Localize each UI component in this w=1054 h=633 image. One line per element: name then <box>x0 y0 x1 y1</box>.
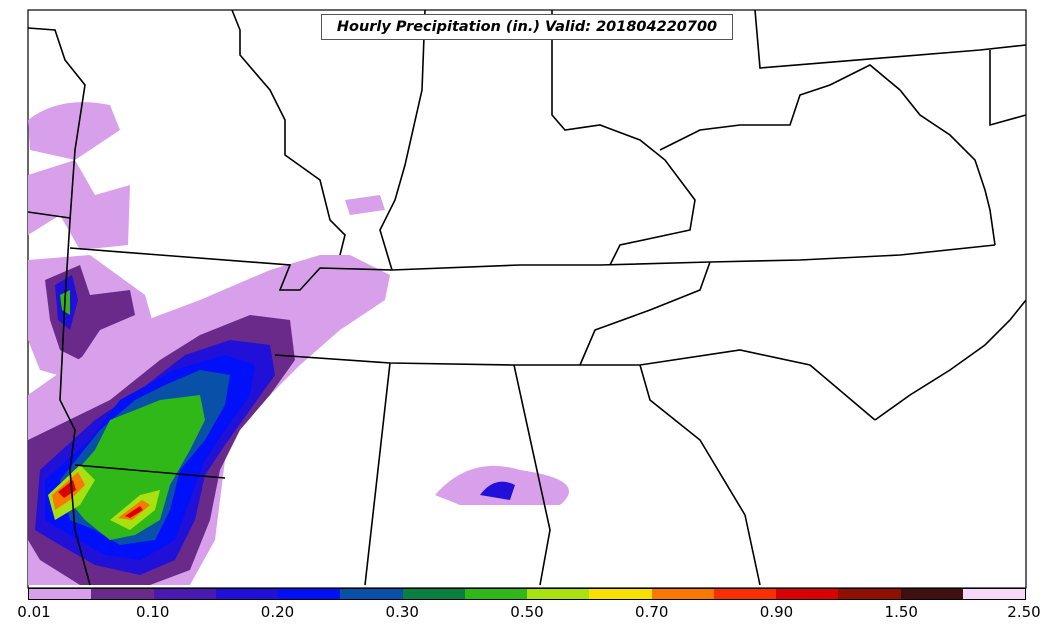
colorbar-segment <box>278 589 341 599</box>
colorbar-segment <box>464 589 527 599</box>
colorbar-tick-label: 0.70 <box>635 603 669 621</box>
colorbar <box>28 588 1026 600</box>
colorbar-segment <box>589 589 652 599</box>
colorbar-segment <box>402 589 465 599</box>
colorbar-tick-label: 0.90 <box>759 603 794 621</box>
colorbar-segment <box>527 589 590 599</box>
colorbar-segment <box>900 589 963 599</box>
colorbar-segment <box>962 589 1025 599</box>
colorbar-tick-label: 0.20 <box>260 603 295 621</box>
colorbar-tick-label: 0.30 <box>385 603 419 621</box>
colorbar-tick-label: 0.01 <box>17 603 51 621</box>
colorbar-segment <box>838 589 901 599</box>
colorbar-segment <box>91 589 154 599</box>
colorbar-tick-label: 2.50 <box>1007 603 1041 621</box>
colorbar-tick-label: 0.50 <box>510 603 544 621</box>
colorbar-segment <box>340 589 403 599</box>
precipitation-field <box>28 102 569 585</box>
colorbar-segment <box>29 589 92 599</box>
colorbar-segment <box>153 589 216 599</box>
colorbar-tick-label: 1.50 <box>884 603 918 621</box>
state-boundaries <box>27 9 1027 586</box>
map-title: Hourly Precipitation (in.) Valid: 201804… <box>321 14 733 40</box>
colorbar-tick-label: 0.10 <box>136 603 170 621</box>
colorbar-segment <box>215 589 278 599</box>
colorbar-segment <box>651 589 714 599</box>
colorbar-segment <box>713 589 776 599</box>
colorbar-segment <box>776 589 839 599</box>
